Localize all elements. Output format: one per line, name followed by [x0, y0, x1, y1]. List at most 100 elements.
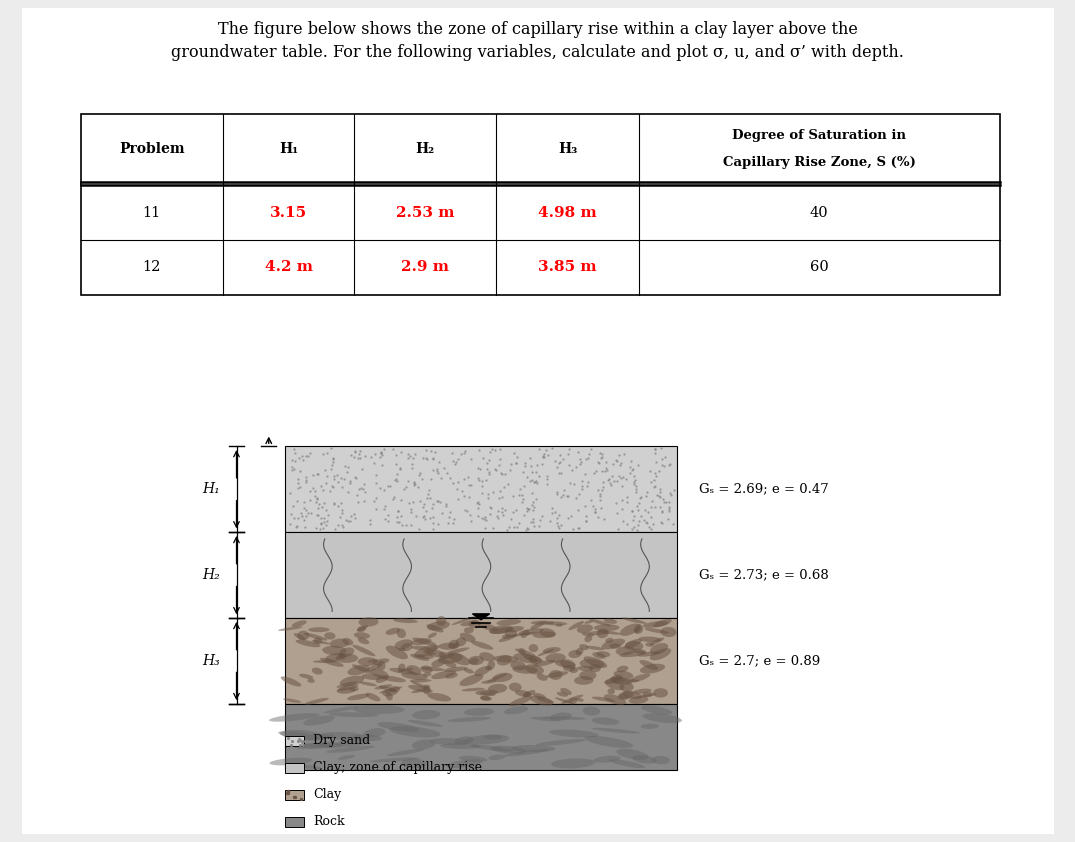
Point — [551, 448, 569, 461]
Point — [441, 510, 458, 524]
Point — [293, 509, 311, 523]
Point — [375, 442, 392, 456]
Point — [618, 472, 635, 486]
Ellipse shape — [555, 697, 574, 705]
Point — [278, 784, 296, 797]
Point — [518, 504, 535, 518]
Point — [613, 456, 630, 470]
Point — [549, 519, 567, 532]
Point — [317, 519, 334, 532]
Point — [392, 445, 410, 459]
Point — [396, 482, 413, 496]
Point — [335, 472, 353, 485]
Ellipse shape — [645, 628, 669, 634]
Point — [442, 472, 459, 485]
Point — [440, 516, 457, 530]
Point — [479, 488, 497, 501]
Ellipse shape — [592, 653, 605, 658]
Ellipse shape — [470, 658, 478, 664]
Point — [325, 496, 342, 509]
Point — [503, 458, 520, 472]
Point — [315, 511, 332, 525]
Point — [402, 450, 419, 463]
Ellipse shape — [411, 681, 430, 690]
Text: Clay; zone of capillary rise: Clay; zone of capillary rise — [313, 761, 482, 775]
Ellipse shape — [336, 687, 356, 694]
Point — [624, 504, 641, 518]
Ellipse shape — [616, 646, 635, 655]
Point — [548, 488, 565, 501]
Point — [481, 466, 498, 479]
Ellipse shape — [436, 616, 446, 626]
Text: H₂: H₂ — [202, 568, 220, 582]
Point — [477, 522, 494, 536]
Point — [286, 791, 303, 804]
Point — [491, 442, 508, 456]
Point — [534, 449, 551, 462]
Point — [357, 486, 374, 499]
Point — [650, 465, 668, 478]
Point — [488, 463, 505, 477]
Ellipse shape — [401, 759, 427, 769]
Ellipse shape — [645, 642, 654, 647]
Ellipse shape — [357, 626, 368, 632]
Point — [289, 494, 306, 508]
Ellipse shape — [622, 690, 643, 699]
Text: H₃: H₃ — [558, 142, 577, 157]
Ellipse shape — [448, 717, 491, 722]
Point — [353, 482, 370, 495]
Ellipse shape — [371, 669, 389, 679]
Point — [625, 469, 642, 482]
Point — [489, 504, 506, 518]
Point — [449, 493, 467, 506]
Ellipse shape — [477, 622, 499, 632]
Point — [333, 518, 350, 531]
Point — [405, 477, 422, 491]
Ellipse shape — [342, 638, 353, 645]
Ellipse shape — [533, 632, 556, 638]
Point — [288, 520, 305, 533]
Point — [346, 444, 363, 457]
Point — [415, 498, 432, 511]
Point — [342, 509, 359, 523]
Ellipse shape — [643, 713, 682, 723]
Point — [349, 495, 367, 509]
Point — [403, 457, 420, 471]
Point — [296, 495, 313, 509]
Point — [338, 513, 355, 526]
Ellipse shape — [324, 706, 359, 713]
Ellipse shape — [463, 708, 494, 716]
Point — [534, 450, 551, 463]
Ellipse shape — [408, 685, 433, 693]
Point — [366, 494, 383, 508]
Point — [478, 456, 496, 470]
Point — [482, 500, 499, 514]
Ellipse shape — [297, 631, 310, 640]
Ellipse shape — [487, 660, 496, 669]
Point — [435, 461, 453, 475]
Point — [405, 477, 422, 490]
Ellipse shape — [293, 633, 305, 640]
Point — [519, 503, 536, 516]
Ellipse shape — [318, 742, 343, 749]
Point — [654, 453, 671, 466]
Text: H₃: H₃ — [202, 654, 220, 668]
Point — [317, 504, 334, 517]
Point — [400, 475, 417, 488]
Point — [355, 482, 372, 496]
Point — [411, 494, 428, 508]
Point — [414, 452, 431, 466]
Point — [470, 473, 487, 487]
Ellipse shape — [620, 624, 641, 636]
Ellipse shape — [605, 679, 625, 690]
Point — [517, 523, 534, 536]
Text: Rock: Rock — [313, 815, 344, 829]
Ellipse shape — [280, 730, 326, 741]
Point — [608, 506, 626, 520]
Point — [286, 790, 303, 803]
Point — [388, 467, 405, 481]
Point — [470, 472, 487, 485]
Ellipse shape — [448, 642, 460, 649]
Point — [524, 466, 541, 479]
Text: 40: 40 — [809, 205, 829, 220]
